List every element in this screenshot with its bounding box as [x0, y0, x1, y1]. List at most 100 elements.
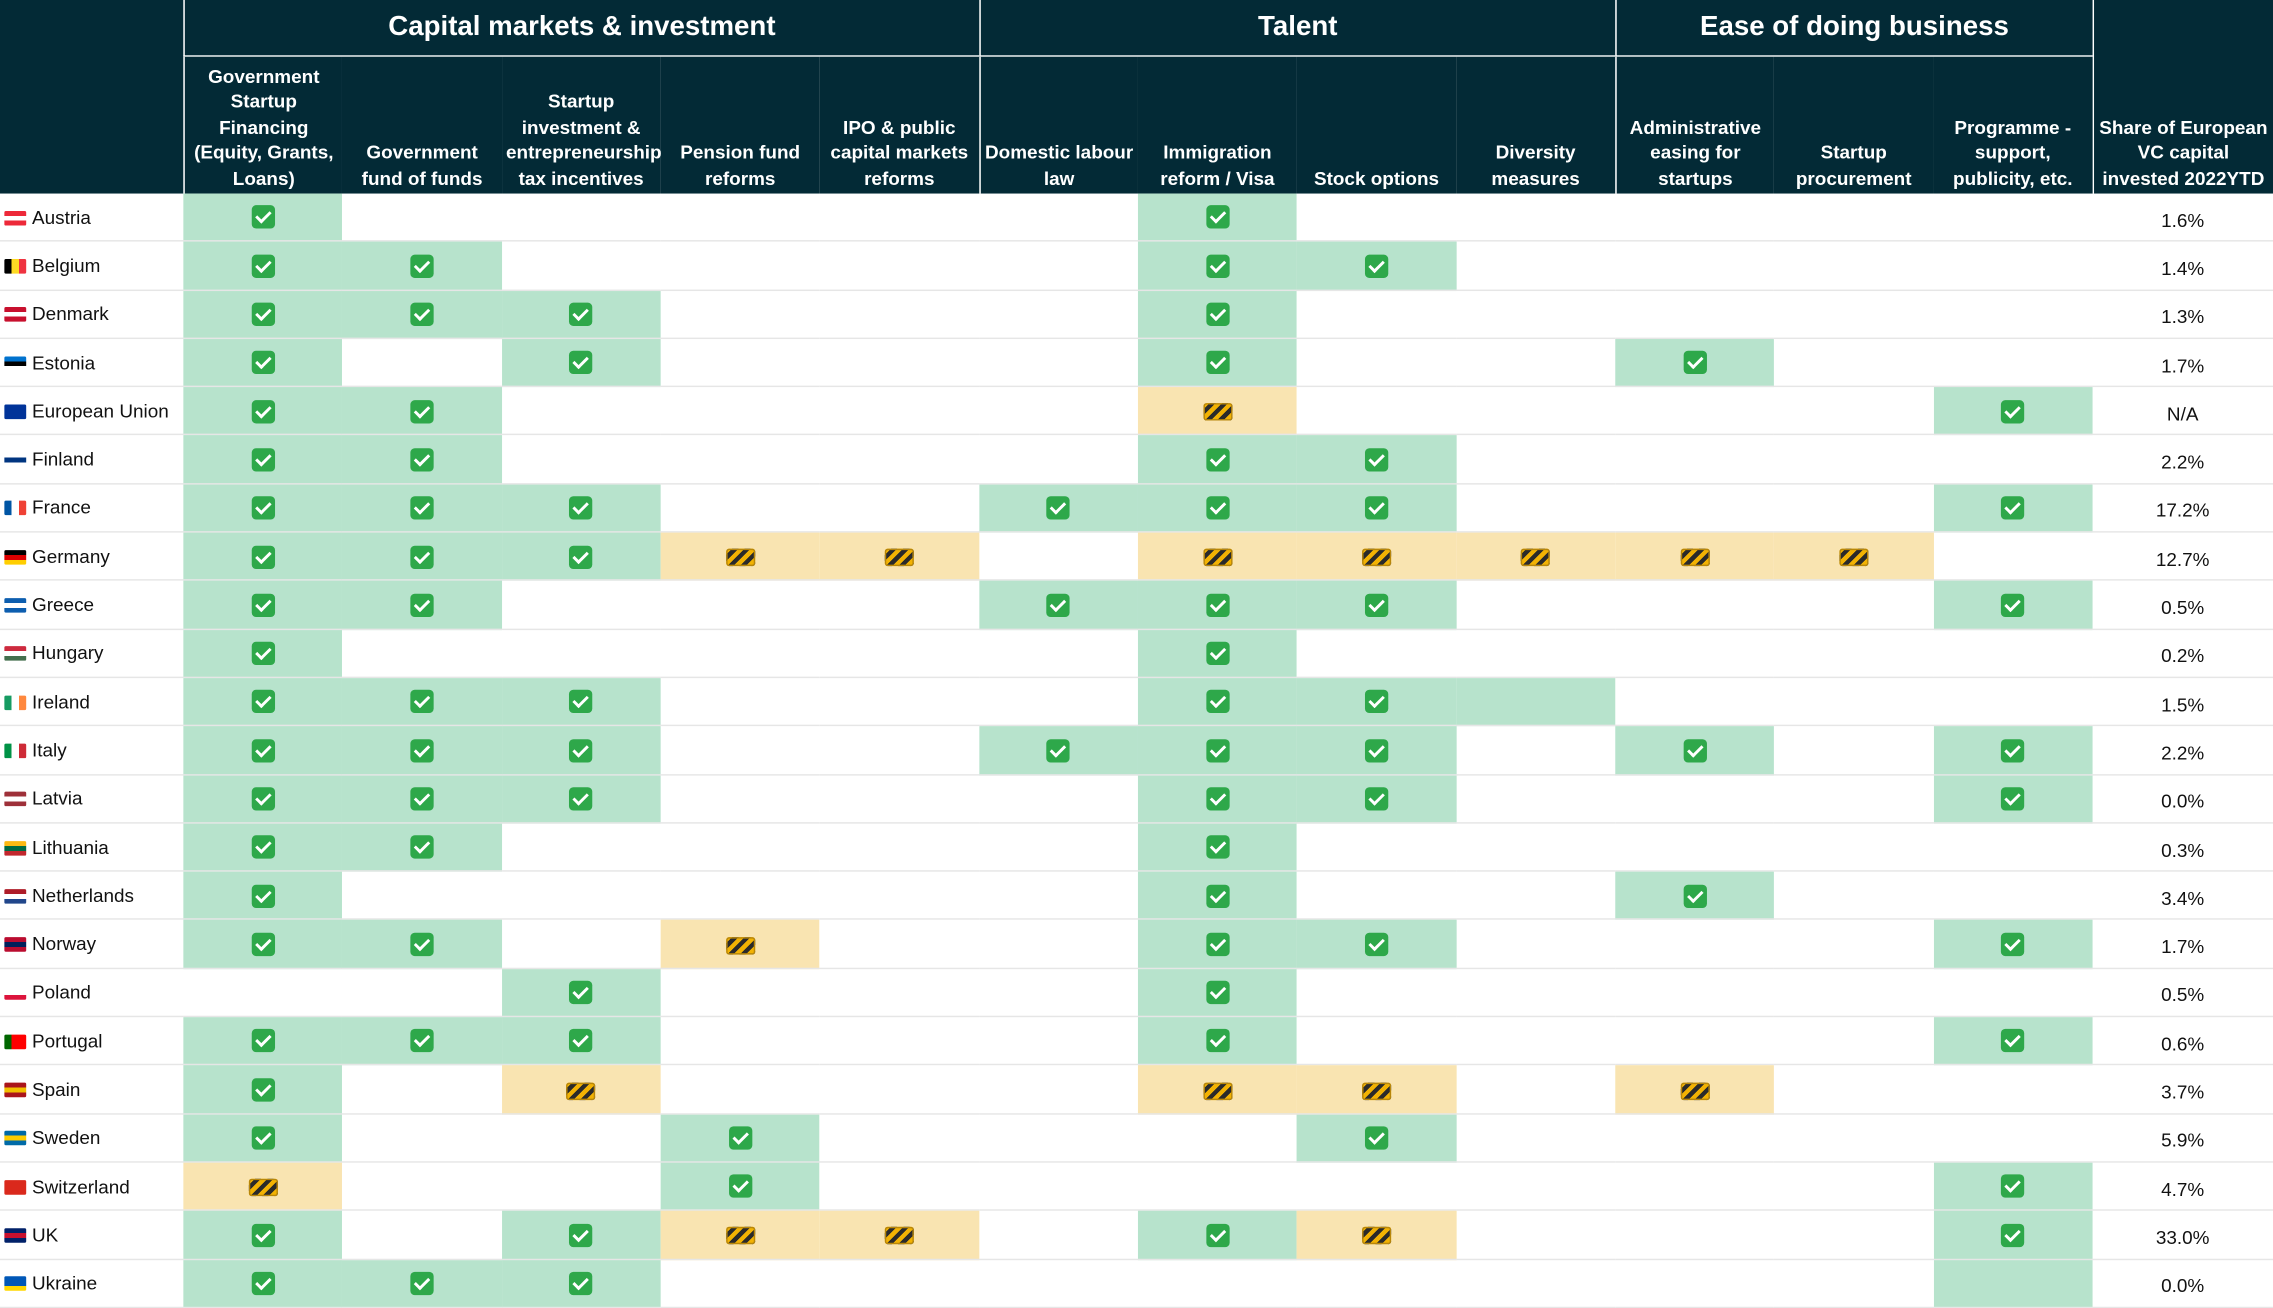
construction-barrier-icon [1361, 1227, 1392, 1245]
policy-cell [1137, 629, 1297, 679]
country-name: Austria [32, 206, 91, 228]
policy-cell [1933, 678, 2093, 727]
check-mark-icon [569, 981, 593, 1005]
policy-cell [1933, 484, 2093, 533]
policy-cell [1456, 1163, 1616, 1212]
policy-cell [1615, 1114, 1775, 1163]
country-name: European Union [32, 399, 169, 422]
policy-cell [1137, 1065, 1297, 1115]
policy-cell [342, 630, 502, 679]
policy-cell [1456, 581, 1616, 630]
policy-cell [660, 872, 820, 921]
policy-cell [978, 339, 1138, 388]
policy-cell [1774, 242, 1934, 291]
country-name: Latvia [32, 787, 83, 810]
policy-cell [978, 1260, 1138, 1308]
policy-cell [819, 387, 979, 436]
policy-cell [819, 775, 979, 824]
policy-cell [501, 532, 661, 582]
policy-cell [1615, 678, 1775, 727]
check-mark-icon [410, 254, 434, 278]
policy-cell [1615, 194, 1775, 242]
policy-cell [342, 241, 502, 291]
vc-share-value: 4.7% [2092, 1163, 2273, 1212]
policy-cell [1774, 1211, 1934, 1260]
policy-cell [819, 484, 979, 533]
table-body: Austria 1.6% Belgium 1.4% Denmark 1.3% Estonia… [0, 193, 2273, 1308]
check-mark-icon [1205, 690, 1230, 714]
country-flag-icon [4, 501, 27, 516]
policy-cell [819, 727, 979, 775]
country-cell: Ukraine [0, 1260, 184, 1308]
policy-cell [1615, 581, 1775, 630]
check-mark-icon [1364, 738, 1389, 763]
policy-cell [1456, 290, 1616, 339]
policy-cell [1615, 242, 1775, 291]
country-name: Netherlands [32, 884, 135, 907]
check-mark-icon [1205, 787, 1230, 811]
construction-barrier-icon [1680, 549, 1710, 567]
policy-cell [342, 387, 502, 436]
check-mark-icon [1046, 496, 1071, 520]
policy-cell [1933, 1017, 2093, 1066]
country-name: Poland [32, 981, 91, 1004]
table-row: Ukraine 0.0% [0, 1259, 2273, 1308]
check-mark-icon [1364, 448, 1389, 472]
check-mark-icon [1205, 302, 1230, 326]
country-flag-icon [4, 937, 27, 952]
policy-cell [978, 581, 1138, 630]
policy-cell [342, 194, 502, 242]
policy-cell [1933, 969, 2093, 1018]
policy-cell [501, 968, 661, 1018]
policy-cell [501, 581, 661, 630]
check-mark-icon [1205, 835, 1230, 859]
country-flag-icon [4, 307, 27, 322]
country-cell: Portugal [0, 1017, 184, 1066]
check-mark-icon [410, 1271, 434, 1296]
policy-cell [819, 872, 979, 921]
policy-cell [1774, 727, 1934, 775]
check-mark-icon [1364, 496, 1389, 520]
check-mark-icon [410, 544, 434, 569]
check-mark-icon [410, 738, 434, 763]
construction-barrier-icon [1202, 403, 1232, 422]
policy-cell [1933, 872, 2093, 921]
policy-cell [1456, 630, 1616, 679]
policy-cell [501, 774, 661, 824]
policy-cell [183, 241, 343, 291]
policy-cell [819, 1211, 979, 1260]
policy-cell [1137, 532, 1297, 582]
policy-cell [1933, 920, 2093, 969]
policy-cell [1456, 532, 1616, 582]
policy-cell [660, 242, 820, 291]
country-name: Estonia [32, 351, 96, 374]
policy-cell [1615, 726, 1775, 775]
policy-cell [660, 678, 820, 727]
policy-cell [1774, 775, 1934, 824]
policy-cell [660, 532, 820, 582]
check-mark-icon [569, 690, 593, 714]
check-mark-icon [1683, 738, 1707, 763]
policy-cell [978, 436, 1138, 485]
check-mark-icon [251, 544, 275, 569]
table-row: Denmark 1.3% [0, 290, 2273, 339]
policy-cell [183, 871, 343, 921]
table-row: Portugal 0.6% [0, 1017, 2273, 1066]
check-mark-icon [1364, 932, 1389, 956]
country-flag-icon [4, 1228, 27, 1243]
country-name: Spain [32, 1078, 81, 1101]
country-cell: Lithuania [0, 823, 184, 872]
country-name: Lithuania [32, 836, 109, 858]
policy-cell [1933, 1114, 2093, 1163]
check-mark-icon [1683, 351, 1707, 375]
construction-barrier-icon [1361, 1082, 1392, 1100]
policy-cell [1456, 678, 1616, 727]
policy-cell [183, 1259, 343, 1308]
policy-cell [1615, 920, 1775, 969]
policy-cell [1137, 823, 1297, 872]
policy-cell [183, 484, 343, 533]
country-cell: Hungary [0, 630, 184, 679]
share-column-header: Share of European VC capital invested 20… [2092, 0, 2273, 194]
policy-cell [978, 1211, 1138, 1260]
check-mark-icon [1364, 787, 1389, 811]
